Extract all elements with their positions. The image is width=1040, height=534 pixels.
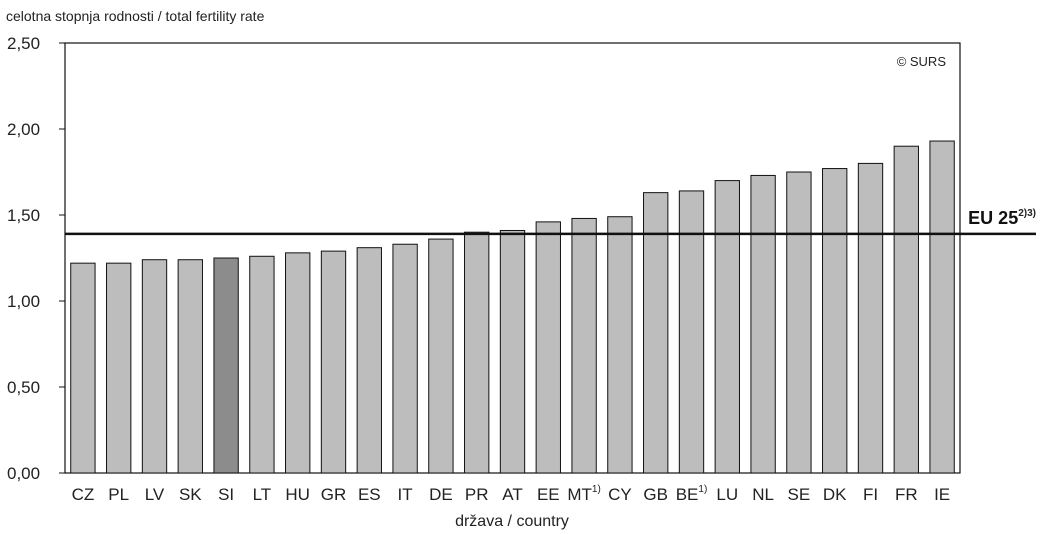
reference-line-label: EU 252)3) (968, 208, 1036, 228)
x-tick-label-text: CY (608, 485, 632, 504)
x-tick-label-text: GR (321, 485, 347, 504)
x-tick-label-de: DE (429, 485, 453, 504)
x-tick-label-lu: LU (716, 485, 738, 504)
x-tick-label-nl: NL (752, 485, 774, 504)
x-tick-label-text: CZ (72, 485, 95, 504)
y-tick-label: 2,50 (7, 34, 40, 53)
x-tick-labels: CZ PL LV SK SI LT HU GR ES IT DE PR AT EE MT1) CY GB BE1)… (72, 484, 951, 504)
bar-lv (141, 259, 168, 474)
x-tick-label-fi: FI (863, 485, 878, 504)
bar-si (213, 257, 239, 474)
x-tick-label-lv: LV (145, 485, 165, 504)
x-tick-label-ie: IE (934, 485, 950, 504)
bar-de (428, 238, 454, 474)
x-tick-label-cz: CZ (72, 485, 95, 504)
bar-fi (857, 162, 884, 474)
x-tick-label-hu: HU (285, 485, 310, 504)
x-tick-label-text: FI (863, 485, 878, 504)
x-tick-footnote: 1) (698, 484, 707, 495)
bar-pr (464, 231, 490, 474)
bars (70, 140, 955, 474)
x-tick-label-pl: PL (108, 485, 129, 504)
bar-fr (893, 145, 919, 474)
bar-mt (571, 217, 597, 474)
x-tick-label-text: LT (253, 485, 272, 504)
x-tick-label-dk: DK (823, 485, 847, 504)
x-tick-label-text: FR (895, 485, 918, 504)
x-tick-label-text: IE (934, 485, 950, 504)
x-tick-label-es: ES (358, 485, 381, 504)
bar-gr (320, 250, 347, 474)
x-tick-label-be: BE1) (676, 484, 708, 504)
y-tick-label: 0,50 (7, 378, 40, 397)
x-tick-label-at: AT (502, 485, 522, 504)
bar-it (392, 243, 418, 474)
x-tick-label-text: IT (398, 485, 413, 504)
x-tick-label-text: AT (502, 485, 522, 504)
x-tick-label-pr: PR (465, 485, 489, 504)
x-tick-label-text: LV (145, 485, 165, 504)
x-tick-label-text: LU (716, 485, 738, 504)
x-tick-label-fr: FR (895, 485, 918, 504)
x-axis-title: država / country (455, 513, 569, 530)
reference-line-label-text: EU 25 (968, 208, 1018, 228)
x-tick-label-cy: CY (608, 485, 632, 504)
x-tick-label-text: GB (643, 485, 668, 504)
bar-sk (177, 259, 203, 474)
y-tick-label: 2,00 (7, 120, 40, 139)
x-tick-label-si: SI (218, 485, 234, 504)
bar-cz (70, 262, 96, 474)
x-tick-label-text: EE (537, 485, 560, 504)
bar-at (499, 229, 526, 474)
x-tick-label-text: NL (752, 485, 774, 504)
bar-cy (607, 216, 633, 474)
x-tick-label-text: BE (676, 485, 699, 504)
bar-pl (106, 262, 132, 474)
bar-ie (929, 140, 955, 474)
y-tick-label: 1,50 (7, 206, 40, 225)
bar-dk (822, 168, 848, 474)
x-tick-label-lt: LT (253, 485, 272, 504)
x-tick-label-text: MT (567, 485, 592, 504)
x-tick-label-text: PR (465, 485, 489, 504)
x-tick-label-ee: EE (537, 485, 560, 504)
y-axis-title: celotna stopnja rodnosti / total fertili… (6, 8, 265, 24)
x-tick-label-gb: GB (643, 485, 668, 504)
bar-ee (535, 221, 561, 474)
bar-gb (643, 192, 669, 474)
reference-line-footnote: 2)3) (1018, 208, 1036, 219)
x-tick-label-text: HU (285, 485, 310, 504)
x-tick-label-text: SK (179, 485, 202, 504)
bar-lt (249, 255, 275, 474)
x-tick-label-se: SE (788, 485, 811, 504)
bar-hu (285, 252, 311, 474)
x-tick-label-it: IT (398, 485, 413, 504)
copyright-label: © SURS (897, 54, 947, 69)
y-tick-label: 1,00 (7, 292, 40, 311)
x-tick-label-mt: MT1) (567, 484, 600, 504)
x-tick-label-text: ES (358, 485, 381, 504)
bar-be (678, 190, 705, 474)
bar-nl (750, 174, 776, 474)
bar-se (786, 171, 812, 474)
y-ticks: 0,00 0,50 1,00 1,50 2,00 2,50 (7, 34, 65, 483)
y-tick-label: 0,00 (7, 464, 40, 483)
bar-lu (714, 180, 740, 474)
x-tick-label-text: SE (788, 485, 811, 504)
bar-es (356, 247, 382, 474)
x-tick-label-sk: SK (179, 485, 202, 504)
x-tick-label-text: SI (218, 485, 234, 504)
x-tick-label-text: PL (108, 485, 129, 504)
x-tick-label-gr: GR (321, 485, 347, 504)
x-tick-label-text: DE (429, 485, 453, 504)
x-tick-footnote: 1) (592, 484, 601, 495)
x-tick-label-text: DK (823, 485, 847, 504)
